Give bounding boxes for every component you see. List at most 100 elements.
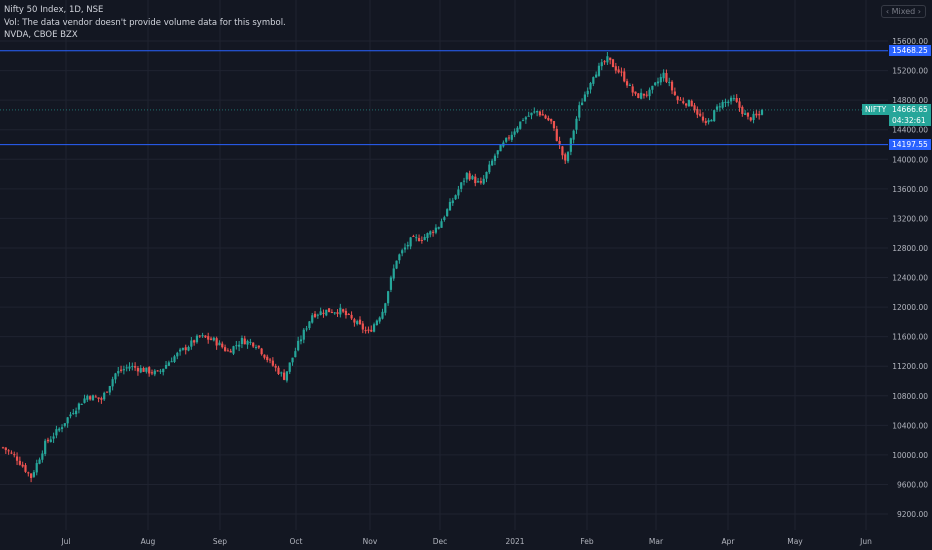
candle-body	[122, 369, 125, 371]
candle-body	[83, 398, 86, 403]
price-tick-label: 13200.00	[892, 214, 928, 223]
symbol-title[interactable]: Nifty 50 Index, 1D, NSE	[4, 5, 104, 15]
candle-body	[223, 347, 227, 351]
candle-body	[505, 137, 508, 142]
price-tick-label: 15600.00	[892, 37, 928, 46]
compare-symbol[interactable]: NVDA, CBOE BZX	[4, 30, 78, 40]
candle-body	[18, 460, 21, 465]
candle-body	[620, 71, 623, 73]
candle-body	[150, 372, 154, 374]
candle-body	[162, 368, 165, 373]
candle-body	[35, 463, 38, 473]
candle-body	[322, 312, 325, 314]
candle-body	[260, 348, 263, 355]
candle-body	[665, 73, 668, 82]
candle-body	[193, 340, 196, 343]
candle-body	[564, 154, 567, 161]
candle-body	[406, 244, 409, 247]
candle-body	[173, 356, 176, 362]
candle-body	[496, 150, 499, 155]
candle-body	[131, 365, 134, 367]
candle-body	[735, 98, 738, 102]
price-tick-label: 14400.00	[892, 126, 928, 135]
candle-body	[566, 152, 570, 162]
candle-body	[184, 347, 187, 351]
time-tick-label: Sep	[213, 537, 227, 546]
candle-body	[63, 423, 66, 426]
candle-body	[136, 368, 140, 372]
time-axis[interactable]: Jul Aug Sep Oct Nov Dec 2021 Feb Mar Apr May Jun	[60, 537, 872, 546]
candle-body	[623, 71, 626, 82]
candle-body	[235, 345, 238, 347]
candle-body	[541, 114, 544, 116]
candle-body	[625, 81, 629, 86]
candle-body	[277, 367, 280, 374]
candle-body	[614, 66, 617, 71]
price-axis-background[interactable]	[888, 0, 932, 550]
candle-body	[238, 344, 241, 347]
candle-body	[297, 340, 300, 351]
candle-body	[670, 81, 674, 91]
candle-body	[1, 447, 5, 449]
candle-body	[471, 176, 474, 180]
candle-body	[634, 91, 637, 94]
candle-body	[533, 111, 536, 113]
candle-body	[654, 82, 657, 86]
candle-body	[699, 113, 702, 116]
candle-body	[755, 113, 758, 116]
candle-body	[460, 182, 463, 189]
candle-body	[721, 101, 724, 108]
candle-body	[257, 345, 260, 348]
candle-body	[448, 201, 452, 211]
candle-body	[187, 346, 190, 351]
candle-body	[389, 277, 393, 290]
candle-body	[538, 111, 542, 116]
candle-body	[44, 440, 47, 454]
candle-body	[212, 337, 215, 341]
candle-body	[179, 349, 182, 352]
candle-body	[479, 181, 482, 183]
time-tick-label: May	[787, 537, 803, 546]
candle-body	[170, 361, 173, 363]
candle-body	[249, 341, 252, 343]
chart-legend: Nifty 50 Index, 1D, NSE Vol: The data ve…	[4, 4, 286, 42]
candle-body	[696, 109, 699, 115]
horizontal-lines[interactable]	[0, 50, 888, 146]
candle-body	[30, 473, 33, 479]
candle-body	[176, 352, 179, 357]
candle-body	[156, 370, 159, 372]
candle-body	[732, 98, 735, 100]
candle-body	[7, 450, 10, 452]
candle-body	[589, 82, 592, 90]
candle-body	[687, 99, 691, 107]
time-axis-background[interactable]	[0, 530, 888, 550]
candle-body	[524, 117, 527, 120]
candle-body	[465, 172, 468, 180]
candle-body	[145, 367, 148, 372]
candle-body	[69, 414, 72, 417]
candle-body	[403, 247, 407, 250]
candle-body	[204, 335, 207, 338]
candle-body	[440, 221, 443, 228]
candle-body	[488, 164, 491, 173]
candle-body	[693, 105, 696, 111]
scale-mode-badge[interactable]: ‹ Mixed ›	[880, 5, 926, 18]
candle-body	[640, 92, 643, 99]
candle-body	[142, 368, 145, 372]
time-tick-label: Jun	[859, 537, 872, 546]
candle-body	[707, 120, 710, 123]
candle-body	[578, 105, 581, 118]
candle-body	[724, 101, 727, 103]
candle-body	[252, 342, 255, 347]
candle-body	[10, 452, 13, 454]
candle-body	[760, 109, 764, 115]
candle-body	[344, 310, 348, 316]
price-tick-label: 9600.00	[897, 480, 928, 489]
price-tick-label: 12400.00	[892, 274, 928, 283]
price-axis[interactable]: 15600.00 15200.00 14800.00 14400.00 14000.00…	[892, 37, 928, 519]
candle-body	[637, 93, 640, 98]
candle-body	[454, 195, 457, 200]
candle-body	[283, 372, 286, 380]
candle-body	[648, 89, 651, 97]
